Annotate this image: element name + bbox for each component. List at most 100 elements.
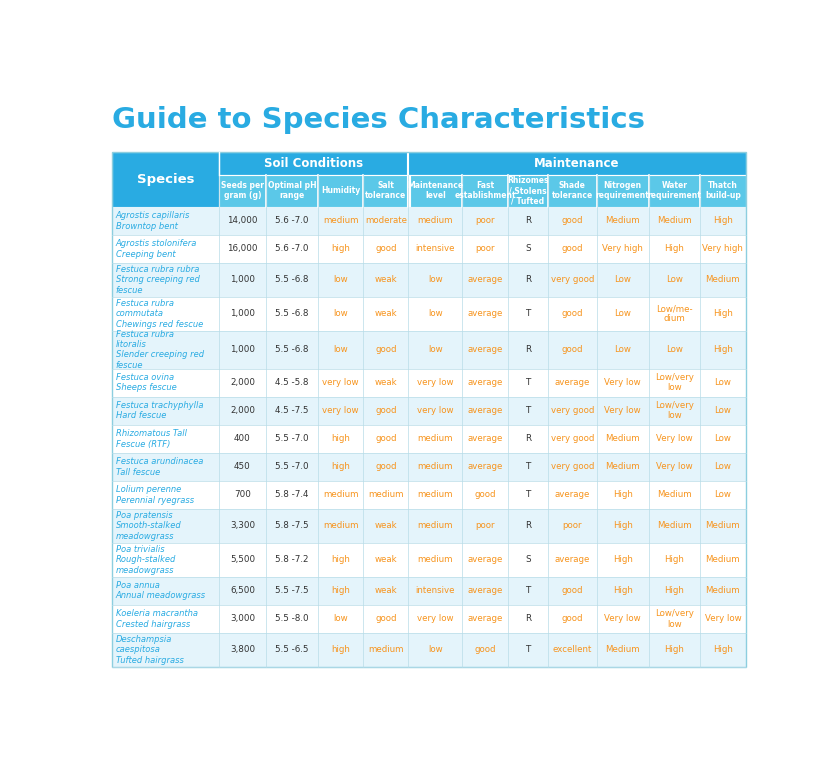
Text: average: average	[466, 309, 502, 318]
Text: Lolium perenne
Perennial ryegrass: Lolium perenne Perennial ryegrass	[115, 485, 194, 505]
Text: weak: weak	[374, 556, 397, 564]
Text: Low: Low	[714, 434, 731, 443]
Text: weak: weak	[374, 276, 397, 285]
Bar	[112, 369, 745, 397]
Text: R: R	[524, 614, 530, 623]
Text: weak: weak	[374, 586, 397, 595]
Text: Medium: Medium	[656, 490, 691, 499]
Bar	[548, 175, 596, 206]
Text: Medium: Medium	[656, 216, 691, 225]
Text: good: good	[375, 434, 396, 443]
Text: Medium: Medium	[604, 434, 640, 443]
Text: Medium: Medium	[656, 521, 691, 531]
Text: Agrostis stolonifera
Creeping bent: Agrostis stolonifera Creeping bent	[115, 239, 196, 259]
Text: good: good	[561, 244, 583, 254]
Text: Low: Low	[714, 406, 731, 415]
Text: 5,500: 5,500	[230, 556, 255, 564]
Text: High: High	[712, 645, 732, 654]
Text: good: good	[561, 216, 583, 225]
Text: medium: medium	[323, 490, 358, 499]
Bar	[648, 175, 700, 206]
Text: Optimal pH
range: Optimal pH range	[268, 181, 316, 200]
Bar	[112, 331, 745, 369]
Text: Festuca rubra
litoralis
Slender creeping red
fescue: Festuca rubra litoralis Slender creeping…	[115, 329, 203, 370]
Text: 16,000: 16,000	[227, 244, 257, 254]
Text: good: good	[561, 345, 583, 354]
Text: High: High	[664, 645, 684, 654]
Text: 14,000: 14,000	[227, 216, 257, 225]
Bar	[112, 263, 745, 297]
Text: Very low: Very low	[655, 462, 692, 471]
Text: R: R	[524, 521, 530, 531]
Bar	[112, 153, 218, 206]
Text: Soil Conditions: Soil Conditions	[263, 157, 363, 170]
Text: average: average	[554, 556, 589, 564]
Bar	[596, 175, 648, 206]
Text: 5.5 -8.0: 5.5 -8.0	[275, 614, 308, 623]
Text: High: High	[612, 521, 632, 531]
Text: 3,800: 3,800	[230, 645, 255, 654]
Text: Low/me-
dium: Low/me- dium	[655, 304, 692, 323]
Text: low: low	[427, 645, 442, 654]
Text: S: S	[524, 244, 530, 254]
Text: weak: weak	[374, 309, 397, 318]
Text: very good: very good	[550, 434, 594, 443]
Text: average: average	[466, 586, 502, 595]
Text: good: good	[474, 645, 495, 654]
Text: Medium: Medium	[705, 276, 739, 285]
Text: Low: Low	[614, 345, 630, 354]
Bar	[408, 153, 745, 175]
Text: Koeleria macrantha
Crested hairgrass: Koeleria macrantha Crested hairgrass	[115, 609, 197, 628]
Bar	[112, 235, 745, 263]
Text: medium: medium	[368, 645, 403, 654]
Text: 400: 400	[234, 434, 251, 443]
Text: High: High	[612, 490, 632, 499]
Text: Medium: Medium	[604, 645, 640, 654]
Text: Guide to Species Characteristics: Guide to Species Characteristics	[112, 106, 645, 134]
Text: low: low	[333, 345, 348, 354]
Text: medium: medium	[417, 216, 452, 225]
Text: poor: poor	[475, 521, 494, 531]
Text: High: High	[612, 586, 632, 595]
Text: high: high	[331, 434, 349, 443]
Text: good: good	[375, 345, 396, 354]
Text: 3,300: 3,300	[230, 521, 255, 531]
Text: good: good	[561, 309, 583, 318]
Text: very low: very low	[416, 406, 453, 415]
Text: average: average	[466, 345, 502, 354]
Text: Low: Low	[714, 462, 731, 471]
Text: 5.8 -7.5: 5.8 -7.5	[275, 521, 308, 531]
Text: Very high: Very high	[701, 244, 742, 254]
Text: Agrostis capillaris
Browntop bent: Agrostis capillaris Browntop bent	[115, 211, 190, 231]
Text: Medium: Medium	[604, 462, 640, 471]
Text: Medium: Medium	[705, 586, 739, 595]
Text: very low: very low	[322, 378, 359, 387]
Bar	[700, 175, 745, 206]
Text: high: high	[331, 462, 349, 471]
Text: very good: very good	[550, 276, 594, 285]
Text: High: High	[712, 345, 732, 354]
Text: good: good	[561, 586, 583, 595]
Bar	[112, 509, 745, 543]
Text: poor: poor	[562, 521, 581, 531]
Text: Maintenance
level: Maintenance level	[407, 181, 463, 200]
Text: low: low	[333, 614, 348, 623]
Text: very low: very low	[416, 614, 453, 623]
Text: Low/very
low: Low/very low	[654, 373, 693, 392]
Bar	[112, 453, 745, 481]
Text: Humidity: Humidity	[320, 186, 359, 195]
Text: average: average	[466, 406, 502, 415]
Text: high: high	[331, 244, 349, 254]
Text: good: good	[561, 614, 583, 623]
Text: Very low: Very low	[604, 378, 640, 387]
Text: medium: medium	[417, 462, 452, 471]
Text: weak: weak	[374, 378, 397, 387]
Bar	[112, 206, 745, 235]
Text: High: High	[612, 556, 632, 564]
Text: poor: poor	[475, 244, 494, 254]
Text: T: T	[524, 462, 530, 471]
Text: very good: very good	[550, 406, 594, 415]
Text: 4.5 -5.8: 4.5 -5.8	[275, 378, 308, 387]
Text: medium: medium	[417, 521, 452, 531]
Text: Very high: Very high	[601, 244, 642, 254]
